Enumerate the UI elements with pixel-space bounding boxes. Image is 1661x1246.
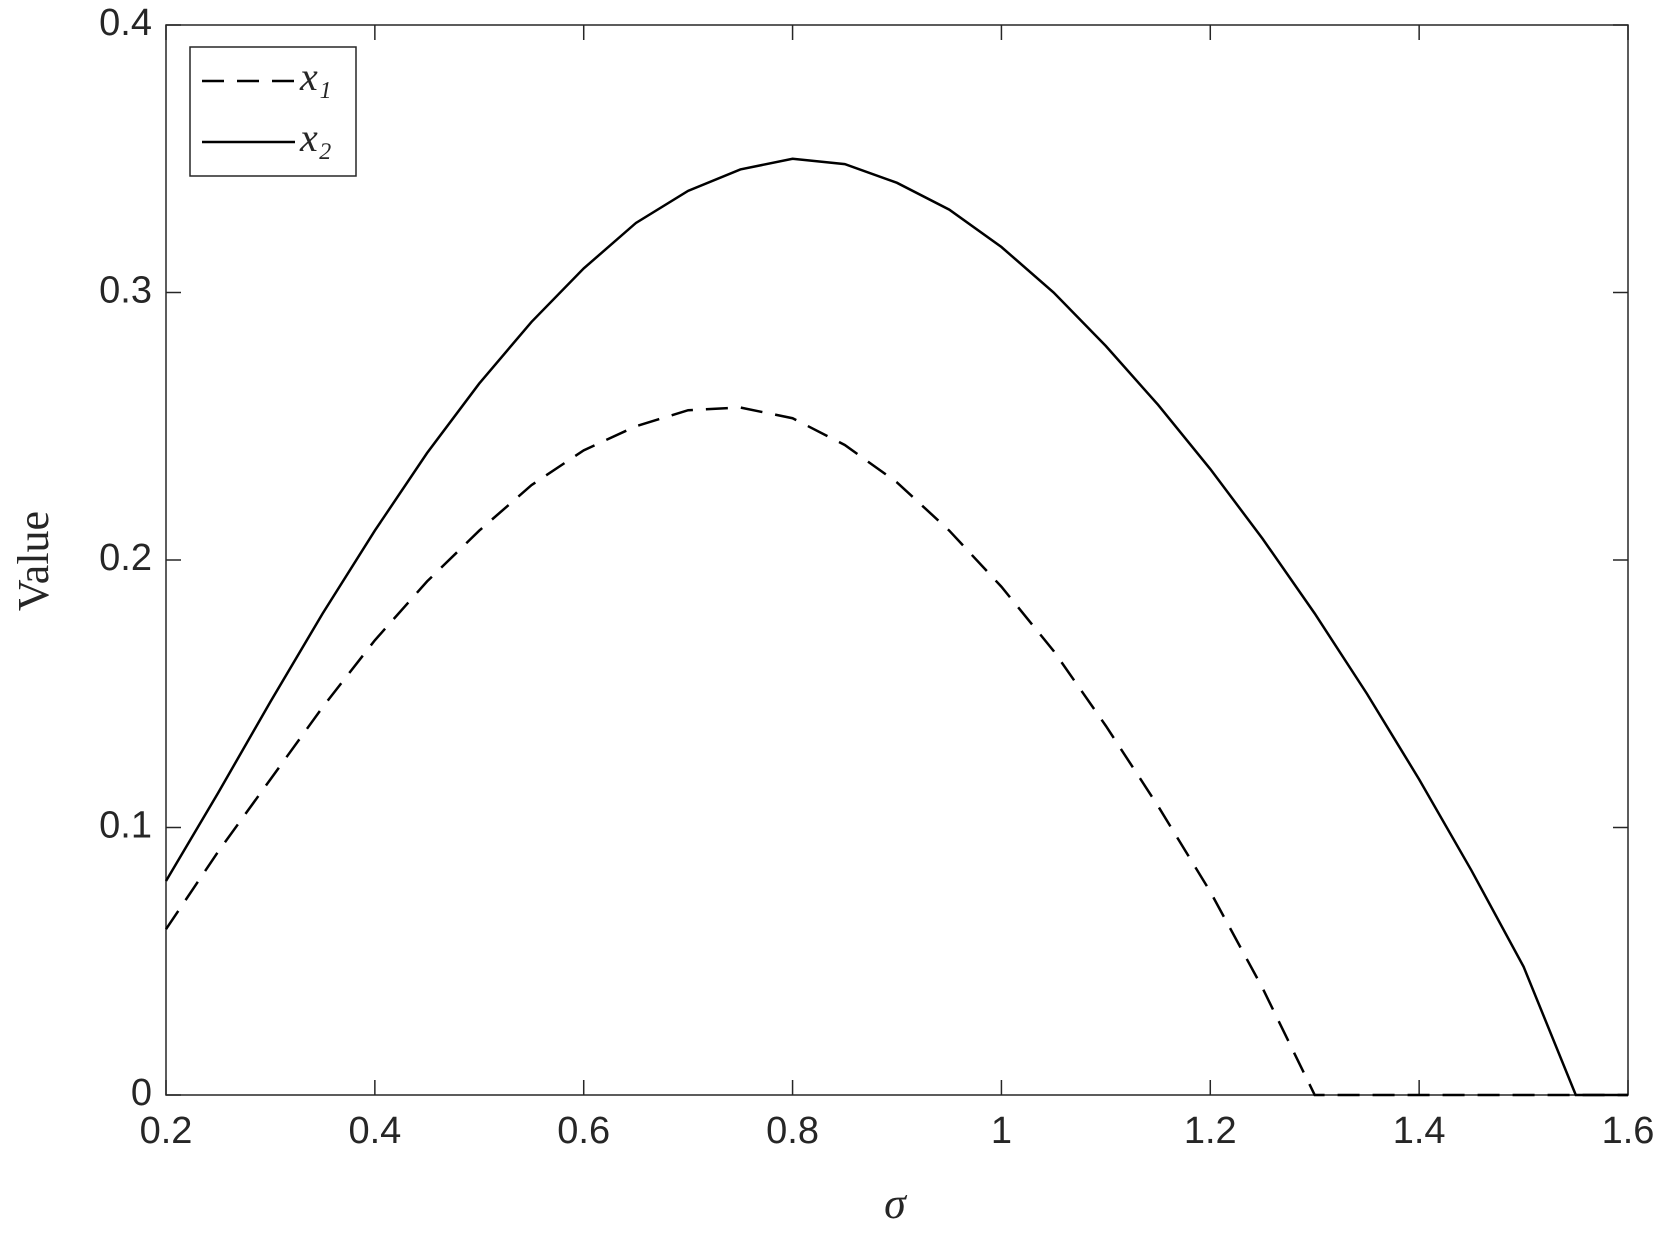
x-tick-label: 0.8: [766, 1110, 819, 1152]
x-axis-label: σ: [884, 1179, 908, 1228]
x-tick-label: 1.2: [1184, 1110, 1237, 1152]
plot-area: [165, 24, 1629, 1096]
x-tick-label: 0.6: [557, 1110, 610, 1152]
y-tick-label: 0.2: [99, 537, 152, 579]
y-tick-label: 0.3: [99, 270, 152, 312]
legend-label: x₁: [299, 54, 332, 99]
x-tick-label: 1: [991, 1110, 1012, 1152]
y-axis-label: Value: [9, 511, 58, 611]
x-tick-label: 0.2: [140, 1110, 193, 1152]
y-tick-label: 0.1: [99, 805, 152, 847]
x-tick-label: 1.6: [1602, 1110, 1655, 1152]
line-series: [164, 406, 1628, 1097]
y-tick-label: 0: [131, 1072, 152, 1114]
legend-label: x₂: [299, 115, 332, 160]
x-tick-label: 1.4: [1393, 1110, 1446, 1152]
legend-box: [189, 46, 357, 177]
y-tick-label: 0.4: [99, 2, 152, 44]
x-tick-label: 0.4: [348, 1110, 401, 1152]
line-series: [164, 157, 1628, 1097]
